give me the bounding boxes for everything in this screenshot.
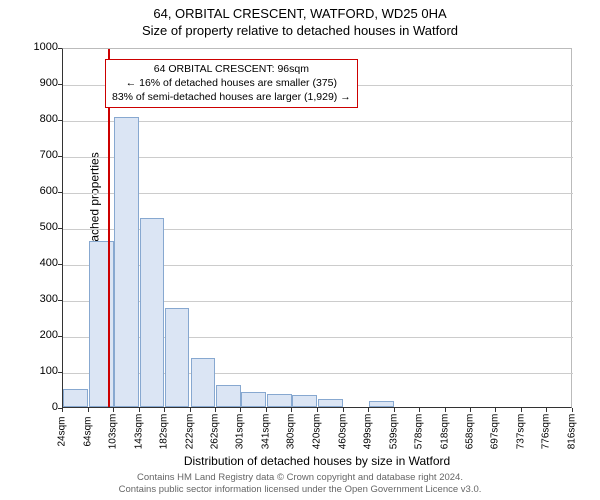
y-tick-mark bbox=[58, 120, 62, 121]
y-tick-label: 200 bbox=[18, 329, 58, 341]
chart-container: 64, ORBITAL CRESCENT, WATFORD, WD25 0HA … bbox=[0, 0, 600, 500]
x-tick-label: 578sqm bbox=[413, 412, 424, 452]
x-tick-label: 697sqm bbox=[490, 412, 501, 452]
y-tick-label: 500 bbox=[18, 221, 58, 233]
y-tick-mark bbox=[58, 156, 62, 157]
y-tick-label: 300 bbox=[18, 293, 58, 305]
x-tick-label: 301sqm bbox=[235, 412, 246, 452]
y-tick-label: 1000 bbox=[18, 41, 58, 53]
info-box-line-3: 83% of semi-detached houses are larger (… bbox=[112, 90, 351, 104]
x-tick-label: 618sqm bbox=[439, 412, 450, 452]
y-tick-label: 800 bbox=[18, 113, 58, 125]
y-tick-mark bbox=[58, 264, 62, 265]
x-tick-label: 460sqm bbox=[337, 412, 348, 452]
y-tick-mark bbox=[58, 336, 62, 337]
x-tick-label: 103sqm bbox=[107, 412, 118, 452]
gridline-h bbox=[63, 193, 573, 194]
plot-region: 64 ORBITAL CRESCENT: 96sqm← 16% of detac… bbox=[62, 48, 572, 408]
x-tick-label: 658sqm bbox=[465, 412, 476, 452]
histogram-bar bbox=[369, 401, 394, 407]
gridline-h bbox=[63, 121, 573, 122]
y-tick-mark bbox=[58, 228, 62, 229]
y-tick-label: 400 bbox=[18, 257, 58, 269]
footer-line-1: Contains HM Land Registry data © Crown c… bbox=[0, 472, 600, 484]
histogram-bar bbox=[216, 385, 241, 407]
histogram-bar bbox=[63, 389, 88, 407]
x-tick-label: 341sqm bbox=[261, 412, 272, 452]
x-axis-label: Distribution of detached houses by size … bbox=[62, 454, 572, 468]
y-tick-label: 0 bbox=[18, 401, 58, 413]
y-tick-mark bbox=[58, 48, 62, 49]
y-tick-label: 900 bbox=[18, 77, 58, 89]
x-tick-label: 262sqm bbox=[210, 412, 221, 452]
x-tick-label: 143sqm bbox=[133, 412, 144, 452]
y-tick-label: 700 bbox=[18, 149, 58, 161]
y-tick-mark bbox=[58, 84, 62, 85]
info-box: 64 ORBITAL CRESCENT: 96sqm← 16% of detac… bbox=[105, 59, 358, 108]
info-box-line-2: ← 16% of detached houses are smaller (37… bbox=[112, 76, 351, 90]
x-tick-label: 539sqm bbox=[388, 412, 399, 452]
histogram-bar bbox=[140, 218, 165, 407]
x-tick-label: 380sqm bbox=[286, 412, 297, 452]
y-tick-mark bbox=[58, 372, 62, 373]
histogram-bar bbox=[318, 399, 343, 407]
histogram-bar bbox=[114, 117, 139, 407]
histogram-bar bbox=[191, 358, 216, 407]
histogram-bar bbox=[292, 395, 317, 407]
footer-credits: Contains HM Land Registry data © Crown c… bbox=[0, 472, 600, 496]
gridline-h bbox=[63, 157, 573, 158]
x-tick-label: 499sqm bbox=[362, 412, 373, 452]
chart-title-sub: Size of property relative to detached ho… bbox=[0, 21, 600, 38]
x-tick-label: 420sqm bbox=[312, 412, 323, 452]
x-tick-label: 222sqm bbox=[184, 412, 195, 452]
histogram-bar bbox=[267, 394, 292, 407]
y-tick-label: 100 bbox=[18, 365, 58, 377]
histogram-bar bbox=[165, 308, 190, 407]
x-tick-label: 776sqm bbox=[541, 412, 552, 452]
x-tick-label: 816sqm bbox=[567, 412, 578, 452]
y-tick-mark bbox=[58, 192, 62, 193]
x-tick-label: 64sqm bbox=[82, 412, 93, 452]
x-tick-label: 182sqm bbox=[158, 412, 169, 452]
info-box-line-1: 64 ORBITAL CRESCENT: 96sqm bbox=[112, 62, 351, 76]
chart-title-main: 64, ORBITAL CRESCENT, WATFORD, WD25 0HA bbox=[0, 0, 600, 21]
x-tick-label: 24sqm bbox=[57, 412, 68, 452]
y-tick-mark bbox=[58, 300, 62, 301]
histogram-bar bbox=[241, 392, 266, 407]
footer-line-2: Contains public sector information licen… bbox=[0, 484, 600, 496]
chart-area: Number of detached properties 64 ORBITAL… bbox=[62, 48, 572, 408]
x-tick-label: 737sqm bbox=[516, 412, 527, 452]
y-tick-label: 600 bbox=[18, 185, 58, 197]
